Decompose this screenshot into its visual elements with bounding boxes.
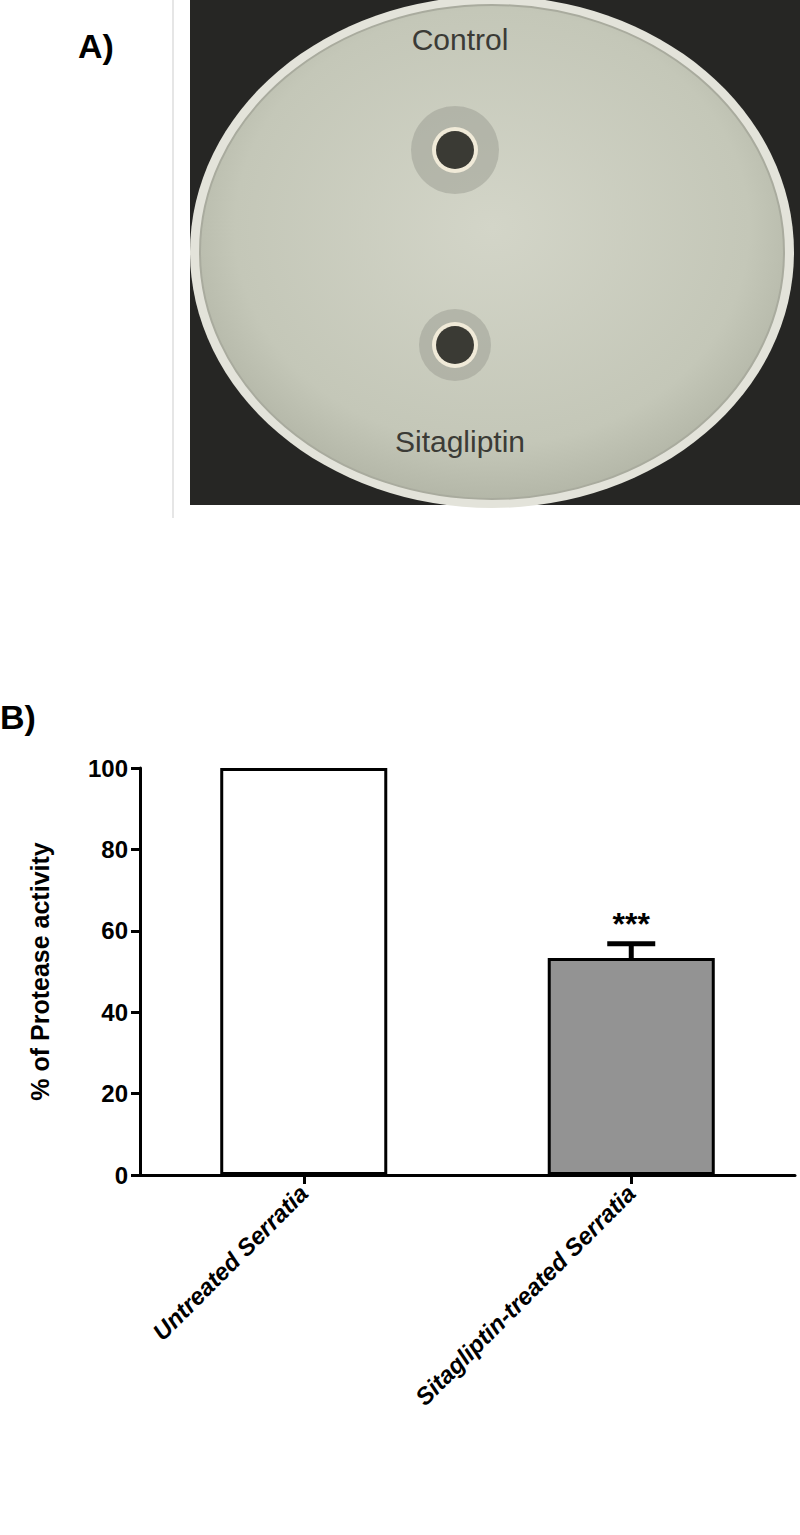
svg-text:80: 80 (101, 836, 128, 863)
svg-text:100: 100 (88, 755, 128, 782)
svg-text:B): B) (0, 698, 36, 736)
svg-text:***: *** (613, 906, 651, 942)
svg-text:40: 40 (101, 999, 128, 1026)
svg-text:0: 0 (115, 1162, 128, 1189)
svg-text:Sitagliptin: Sitagliptin (395, 425, 525, 458)
svg-text:Control: Control (412, 23, 509, 56)
svg-text:Untreated Serratia: Untreated Serratia (147, 1179, 313, 1345)
svg-text:A): A) (78, 27, 114, 65)
svg-text:Sitagliptin-treated Serratia: Sitagliptin-treated Serratia (410, 1179, 641, 1410)
svg-text:% of Protease activity: % of Protease activity (26, 842, 54, 1101)
svg-text:60: 60 (101, 917, 128, 944)
svg-text:20: 20 (101, 1080, 128, 1107)
